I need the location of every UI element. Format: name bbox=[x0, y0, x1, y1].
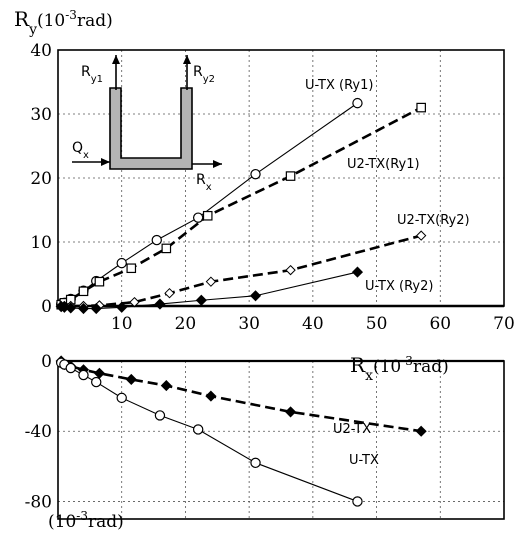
data-point-filled-diamond-marker bbox=[351, 266, 364, 278]
y-tick-label: -80 bbox=[25, 492, 52, 512]
u-shape-body bbox=[109, 87, 193, 170]
ry1-arrow-head bbox=[112, 55, 120, 64]
x-tick-label: 40 bbox=[302, 314, 324, 334]
rx-label: Rx bbox=[196, 172, 212, 193]
lower-unit-label: (10-3rad) bbox=[48, 509, 124, 532]
data-point-open-circle-marker bbox=[192, 212, 204, 223]
x-tick-label: 30 bbox=[238, 314, 260, 334]
data-point-filled-diamond-marker bbox=[195, 294, 207, 306]
ry2-label: Ry2 bbox=[193, 64, 215, 85]
qx-arrow-head bbox=[101, 158, 110, 166]
data-point-filled-diamond-marker bbox=[284, 406, 297, 418]
x-tick-label: 50 bbox=[366, 314, 388, 334]
qx-label: Qx bbox=[72, 140, 89, 161]
data-point-open-diamond-marker bbox=[164, 287, 175, 299]
series-label-u-tx-ry2: U-TX (Ry2) bbox=[365, 279, 433, 294]
ry1-label: Ry1 bbox=[81, 64, 103, 85]
data-point-filled-diamond-marker bbox=[154, 298, 166, 310]
data-point-filled-diamond-marker bbox=[160, 380, 172, 392]
data-point-open-square-marker bbox=[78, 286, 89, 297]
series-line-u2-tx-ry2 bbox=[61, 234, 422, 308]
data-point-filled-diamond-marker bbox=[249, 290, 262, 302]
series-label-u2-tx-ry2: U2-TX(Ry2) bbox=[397, 213, 470, 228]
series-label-u2-tx: U2-TX bbox=[333, 422, 371, 437]
series-label-u-tx-ry1: U-TX (Ry1) bbox=[305, 78, 373, 93]
data-point-open-diamond-marker bbox=[415, 230, 427, 241]
upper-plot: 0 10 20 30 40 10 20 30 40 50 60 70 bbox=[30, 41, 514, 334]
lower-plot-frame bbox=[57, 360, 505, 520]
data-point-open-square-marker bbox=[416, 102, 426, 113]
data-point-filled-diamond-marker bbox=[415, 425, 427, 437]
series-label-u-tx: U-TX bbox=[349, 453, 379, 468]
x-tick-label: 10 bbox=[111, 314, 133, 334]
x-tick-label: 60 bbox=[429, 314, 451, 334]
data-point-open-circle-marker bbox=[154, 410, 166, 421]
data-point-open-circle-marker bbox=[78, 369, 89, 381]
data-point-open-circle-marker bbox=[151, 234, 162, 246]
series-label-u2-tx-ry1: U2-TX(Ry1) bbox=[347, 157, 420, 172]
data-point-open-circle-marker bbox=[116, 392, 127, 404]
y-axis-label: Ry(10-3rad) bbox=[14, 7, 113, 38]
data-point-open-circle-marker bbox=[250, 457, 261, 469]
y-tick-label: 20 bbox=[30, 169, 52, 189]
axis-and-series-labels: Ry(10-3rad) Rx(10-3rad) (10-3rad) U-TX (Ry1… bbox=[14, 7, 470, 532]
data-point-filled-diamond-marker bbox=[125, 373, 137, 385]
series-line-u-tx-ry1 bbox=[60, 102, 358, 305]
y-tick-label: 0 bbox=[41, 297, 52, 317]
data-point-open-circle-marker bbox=[116, 257, 127, 269]
data-point-filled-diamond-marker bbox=[93, 367, 105, 379]
data-point-open-square-marker bbox=[126, 263, 137, 274]
y-tick-label: 40 bbox=[30, 41, 52, 61]
data-point-open-square-marker bbox=[94, 276, 105, 287]
data-point-open-diamond-marker bbox=[285, 264, 296, 276]
data-point-open-square-marker bbox=[285, 171, 296, 181]
data-point-open-circle-marker bbox=[91, 376, 102, 388]
data-point-open-square-marker bbox=[202, 210, 213, 221]
data-point-filled-diamond-marker bbox=[77, 302, 90, 315]
lower-plot: 0 -40 -80 bbox=[25, 352, 505, 520]
data-point-open-circle-marker bbox=[352, 97, 363, 109]
x-tick-label: 20 bbox=[175, 314, 197, 334]
data-point-filled-diamond-marker bbox=[90, 302, 102, 315]
y-tick-label: -40 bbox=[25, 422, 52, 442]
rx-arrow-head bbox=[213, 160, 222, 168]
data-point-filled-diamond-marker bbox=[116, 301, 128, 313]
data-point-open-circle-marker bbox=[250, 168, 261, 180]
data-point-open-square-marker bbox=[161, 243, 172, 254]
data-point-open-circle-marker bbox=[192, 424, 204, 435]
ry2-arrow-head bbox=[183, 55, 191, 64]
y-tick-label: 10 bbox=[30, 233, 52, 253]
data-point-filled-diamond-marker bbox=[205, 390, 217, 402]
data-point-open-circle-marker bbox=[352, 496, 363, 507]
u-shape-inset-diagram: Ry1 Ry2 Qx Rx bbox=[72, 55, 222, 193]
y-tick-label: 30 bbox=[30, 105, 52, 125]
data-point-open-circle-marker bbox=[65, 362, 76, 374]
x-axis-label: Rx(10-3rad) bbox=[350, 353, 449, 384]
x-tick-label: 70 bbox=[493, 314, 515, 334]
data-point-open-diamond-marker bbox=[205, 276, 217, 287]
y-tick-label: 0 bbox=[41, 352, 52, 372]
data-point-filled-diamond-marker bbox=[65, 302, 77, 314]
